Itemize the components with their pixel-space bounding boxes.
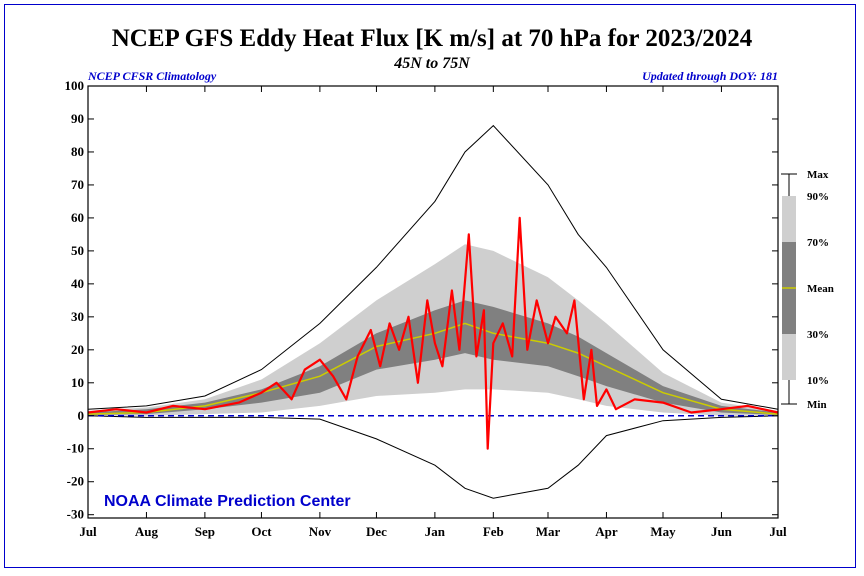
- x-tick-label: Aug: [135, 524, 159, 539]
- x-tick-label: May: [650, 524, 676, 539]
- legend-label: 90%: [807, 191, 829, 203]
- legend-label: Min: [807, 399, 827, 411]
- chart-frame: [4, 4, 856, 568]
- y-tick-label: -30: [67, 507, 84, 522]
- y-tick-label: 80: [71, 144, 84, 159]
- y-tick-label: 70: [71, 177, 84, 192]
- x-tick-label: Dec: [366, 524, 387, 539]
- x-tick-label: Jul: [79, 524, 97, 539]
- x-tick-label: Feb: [483, 524, 504, 539]
- legend-label: Mean: [807, 283, 834, 295]
- mean-line: [87, 322, 779, 415]
- y-tick-label: 30: [71, 309, 84, 324]
- y-tick-label: 20: [71, 342, 84, 357]
- legend-label: 70%: [807, 237, 829, 249]
- y-tick-label: 50: [71, 243, 84, 258]
- updated-note: Updated through DOY: 181: [642, 69, 778, 83]
- x-tick-label: Oct: [251, 524, 272, 539]
- x-tick-label: Jul: [769, 524, 787, 539]
- legend-label: 30%: [807, 329, 829, 341]
- credit-label: NOAA Climate Prediction Center: [104, 493, 351, 510]
- legend: Max 90% 70% Mean 30% 10% Min: [781, 169, 834, 411]
- x-tick-label: Sep: [195, 524, 215, 539]
- legend-label: Max: [807, 169, 829, 181]
- y-tick-label: 40: [71, 276, 84, 291]
- chart-title: NCEP GFS Eddy Heat Flux [K m/s] at 70 hP…: [112, 25, 753, 52]
- min-line: [87, 415, 779, 499]
- y-tick-label: 0: [78, 408, 85, 423]
- climatology-note: NCEP CFSR Climatology: [87, 69, 217, 83]
- x-tick-label: Jun: [711, 524, 733, 539]
- y-tick-label: -10: [67, 441, 84, 456]
- chart-subtitle: 45N to 75N: [393, 55, 471, 72]
- legend-label: 10%: [807, 375, 829, 387]
- y-tick-label: 10: [71, 375, 84, 390]
- y-tick-label: 90: [71, 111, 84, 126]
- x-tick-label: Apr: [595, 524, 618, 539]
- x-tick-label: Mar: [536, 524, 561, 539]
- y-tick-label: 100: [65, 78, 85, 93]
- plot-area: -30 -20 -10 0 10 20 30 40 50 60 70 80 90 100 Jul Aug Sep…: [65, 78, 788, 539]
- y-tick-label: -20: [67, 474, 84, 489]
- y-tick-label: 60: [71, 210, 84, 225]
- x-tick-label: Jan: [425, 524, 446, 539]
- max-line: [87, 124, 779, 410]
- plot-border: [87, 85, 779, 519]
- observed-series-0: [87, 216, 779, 450]
- band-30-70: [88, 300, 778, 416]
- x-tick-label: Nov: [309, 524, 332, 539]
